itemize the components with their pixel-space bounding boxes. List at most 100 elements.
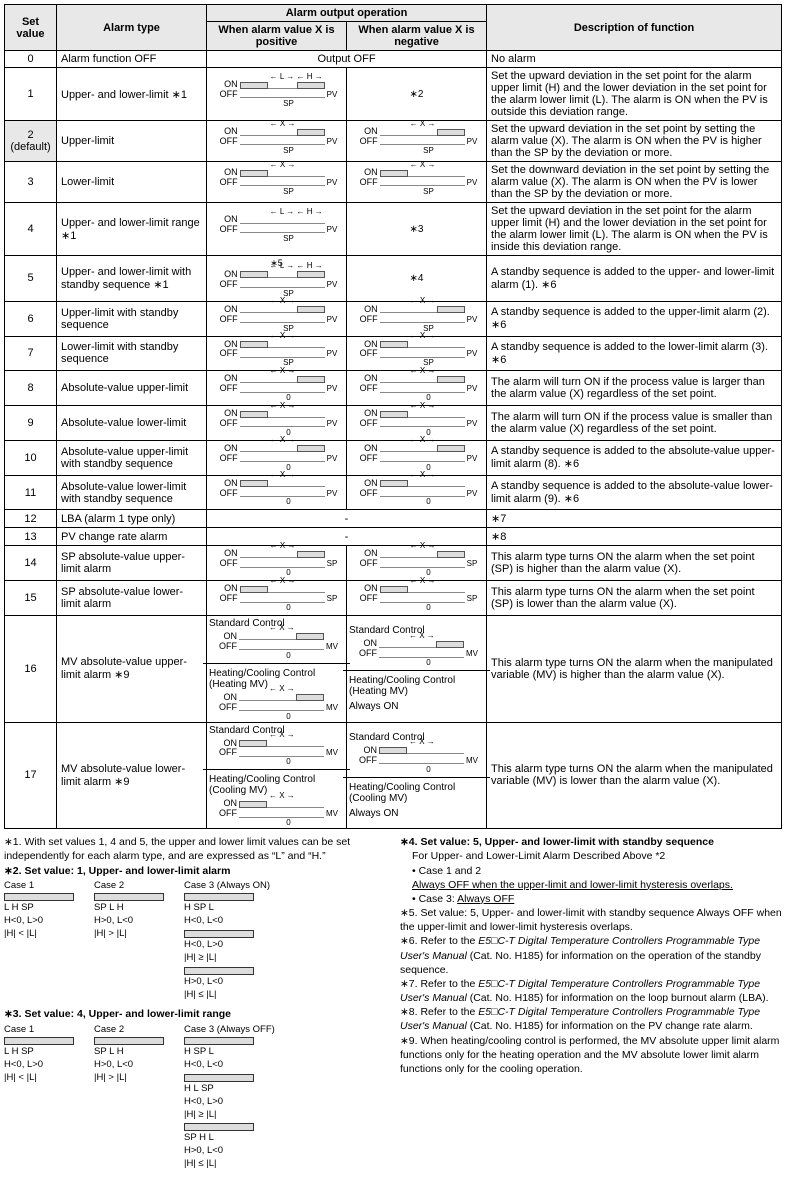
- cell-desc: Set the downward deviation in the set po…: [487, 162, 782, 203]
- diagram: ON ← X → OFF PV SP: [354, 339, 480, 369]
- cell-alarm-type: PV change rate alarm: [57, 528, 207, 546]
- table-row: 9Absolute-value lower-limit ON ← X → OFF…: [5, 406, 782, 441]
- cell-set-value: 3: [5, 162, 57, 203]
- cell-alarm-type: Lower-limit: [57, 162, 207, 203]
- th-set-value: Set value: [5, 5, 57, 51]
- f2-c3-lbl: H SP L: [184, 902, 270, 915]
- cell-alarm-type: SP absolute-value lower-limit alarm: [57, 581, 207, 616]
- cell-desc: A standby sequence is added to the upper…: [487, 301, 782, 336]
- footnote-2-head: ∗2. Set value: 1, Upper- and lower-limit…: [4, 864, 386, 878]
- cell-desc: This alarm type turns ON the alarm when …: [487, 581, 782, 616]
- diagram: ON ← X → OFF PV 0: [354, 373, 480, 403]
- footnote-3-head: ∗3. Set value: 4, Upper- and lower-limit…: [4, 1007, 386, 1021]
- cell-alarm-type: Absolute-value lower-limit: [57, 406, 207, 441]
- footnote-1: ∗1. With set values 1, 4 and 5, the uppe…: [4, 835, 386, 863]
- diagram: ON ← X → OFF MV 0: [213, 631, 340, 661]
- cell-alarm-type: Upper- and lower-limit with standby sequ…: [57, 256, 207, 302]
- cell-alarm-type: Lower-limit with standby sequence: [57, 336, 207, 371]
- f3-c3-lbl: H SP L: [184, 1046, 275, 1059]
- table-row: 4Upper- and lower-limit range ∗1 ON ← L …: [5, 203, 782, 256]
- cell-desc: Set the upward deviation in the set poin…: [487, 121, 782, 162]
- cell-alarm-type: SP absolute-value upper-limit alarm: [57, 546, 207, 581]
- cell-set-value: 2 (default): [5, 121, 57, 162]
- table-row: 3Lower-limit ON ← X → OFF PV SP ON ← X →…: [5, 162, 782, 203]
- cell-set-value: 8: [5, 371, 57, 406]
- f2-c2-lbl: SP L H: [94, 902, 164, 915]
- cell-desc: This alarm type turns ON the alarm when …: [487, 722, 782, 829]
- cell-set-value: 5: [5, 256, 57, 302]
- f2-case2: Case 2: [94, 880, 164, 893]
- th-alarm-output: Alarm output operation: [207, 5, 487, 22]
- diagram: ON ← X → OFF MV 0: [213, 692, 340, 722]
- footnotes: ∗1. With set values 1, 4 and 5, the uppe…: [4, 835, 782, 1177]
- cell-neg: Standard Control ON ← X → OFF MV 0 Heati…: [347, 722, 487, 829]
- cell-neg: ∗3: [347, 203, 487, 256]
- f3-case1: Case 1: [4, 1024, 74, 1037]
- cell-alarm-type: Absolute-value upper-limit: [57, 371, 207, 406]
- cell-desc: The alarm will turn ON if the process va…: [487, 406, 782, 441]
- footnote-7: ∗7. Refer to the E5□C-T Digital Temperat…: [400, 977, 782, 1005]
- diagram: ON ← X → OFF PV 0: [214, 408, 340, 438]
- cell-neg: ∗2: [347, 68, 487, 121]
- diagram: ON ← X → OFF PV SP: [214, 304, 340, 334]
- cell-pos: ON ← X → OFF PV SP: [207, 162, 347, 203]
- cell-pos: ON ← X → OFF PV 0: [207, 475, 347, 510]
- table-row: 1Upper- and lower-limit ∗1 ON ← L → ← H …: [5, 68, 782, 121]
- footnote-4-l3: Always OFF when the upper-limit and lowe…: [412, 879, 733, 891]
- alarm-type-table: Set value Alarm type Alarm output operat…: [4, 4, 782, 829]
- table-row: 11Absolute-value lower-limit with standb…: [5, 475, 782, 510]
- f2-c1-lbl: L H SP: [4, 902, 74, 915]
- diagram: ON ← X → OFF PV SP: [214, 167, 340, 197]
- table-row: 7Lower-limit with standby sequence ON ← …: [5, 336, 782, 371]
- cell-alarm-type: Upper-limit: [57, 121, 207, 162]
- th-alarm-type: Alarm type: [57, 5, 207, 51]
- f2-c2-cond: H>0, L<0 |H| > |L|: [94, 915, 164, 941]
- cell-pos: ON ← X → OFF SP 0: [207, 581, 347, 616]
- cell-set-value: 13: [5, 528, 57, 546]
- table-row: 8Absolute-value upper-limit ON ← X → OFF…: [5, 371, 782, 406]
- diagram: ON ← X → OFF SP 0: [354, 548, 480, 578]
- cell-pos: Standard Control ON ← X → OFF MV 0 Heati…: [207, 722, 347, 829]
- cell-pos: ON ← X → OFF PV SP: [207, 121, 347, 162]
- cell-alarm-type: MV absolute-value upper-limit alarm ∗9: [57, 616, 207, 723]
- table-row: 15SP absolute-value lower-limit alarm ON…: [5, 581, 782, 616]
- footnote-6: ∗6. Refer to the E5□C-T Digital Temperat…: [400, 934, 782, 977]
- f3-c3-cond1: H<0, L<0: [184, 1059, 275, 1072]
- cell-alarm-type: Upper-limit with standby sequence: [57, 301, 207, 336]
- diagram: ON ← X → OFF PV 0: [354, 408, 480, 438]
- table-row: 14SP absolute-value upper-limit alarm ON…: [5, 546, 782, 581]
- cell-set-value: 9: [5, 406, 57, 441]
- f3-case3: Case 3 (Always OFF): [184, 1024, 275, 1037]
- cell-set-value: 12: [5, 510, 57, 528]
- diagram: ON ← X → OFF SP 0: [214, 548, 340, 578]
- cell-desc: A standby sequence is added to the lower…: [487, 336, 782, 371]
- f3-c2-cond: H>0, L<0 |H| > |L|: [94, 1059, 164, 1085]
- cell-desc: No alarm: [487, 51, 782, 68]
- table-row: 5Upper- and lower-limit with standby seq…: [5, 256, 782, 302]
- f2-case3: Case 3 (Always ON): [184, 880, 270, 893]
- diagram: ON ← X → OFF SP 0: [214, 583, 340, 613]
- cell-desc: A standby sequence is added to the absol…: [487, 440, 782, 475]
- cell-set-value: 0: [5, 51, 57, 68]
- diagram: ON ← X → OFF PV SP: [354, 304, 480, 334]
- table-row: 0Alarm function OFFOutput OFFNo alarm: [5, 51, 782, 68]
- cell-set-value: 1: [5, 68, 57, 121]
- cell-alarm-type: Upper- and lower-limit range ∗1: [57, 203, 207, 256]
- footnote-8: ∗8. Refer to the E5□C-T Digital Temperat…: [400, 1005, 782, 1033]
- cell-neg: ON ← X → OFF PV 0: [347, 475, 487, 510]
- cell-pos: ON ← L → ← H → OFF PV SP: [207, 203, 347, 256]
- cell-alarm-type: Upper- and lower-limit ∗1: [57, 68, 207, 121]
- cell-desc: This alarm type turns ON the alarm when …: [487, 616, 782, 723]
- cell-neg: Standard Control ON ← X → OFF MV 0 Heati…: [347, 616, 487, 723]
- f2-c3-cond3: H>0, L<0 |H| ≤ |L|: [184, 976, 270, 1002]
- diagram: ON ← X → OFF PV SP: [354, 167, 480, 197]
- footnote-4-head: ∗4. Set value: 5, Upper- and lower-limit…: [400, 835, 782, 849]
- f2-case1: Case 1: [4, 880, 74, 893]
- cell-pos: Standard Control ON ← X → OFF MV 0 Heati…: [207, 616, 347, 723]
- cell-desc: The alarm will turn ON if the process va…: [487, 371, 782, 406]
- diagram: ON ← X → OFF SP 0: [354, 583, 480, 613]
- diagram: ON ← X → OFF MV 0: [353, 638, 480, 668]
- diagram: ON ← X → OFF PV SP: [354, 126, 480, 156]
- footnote-4-l2: • Case 1 and 2: [412, 864, 782, 878]
- cell-neg: ON ← X → OFF PV SP: [347, 162, 487, 203]
